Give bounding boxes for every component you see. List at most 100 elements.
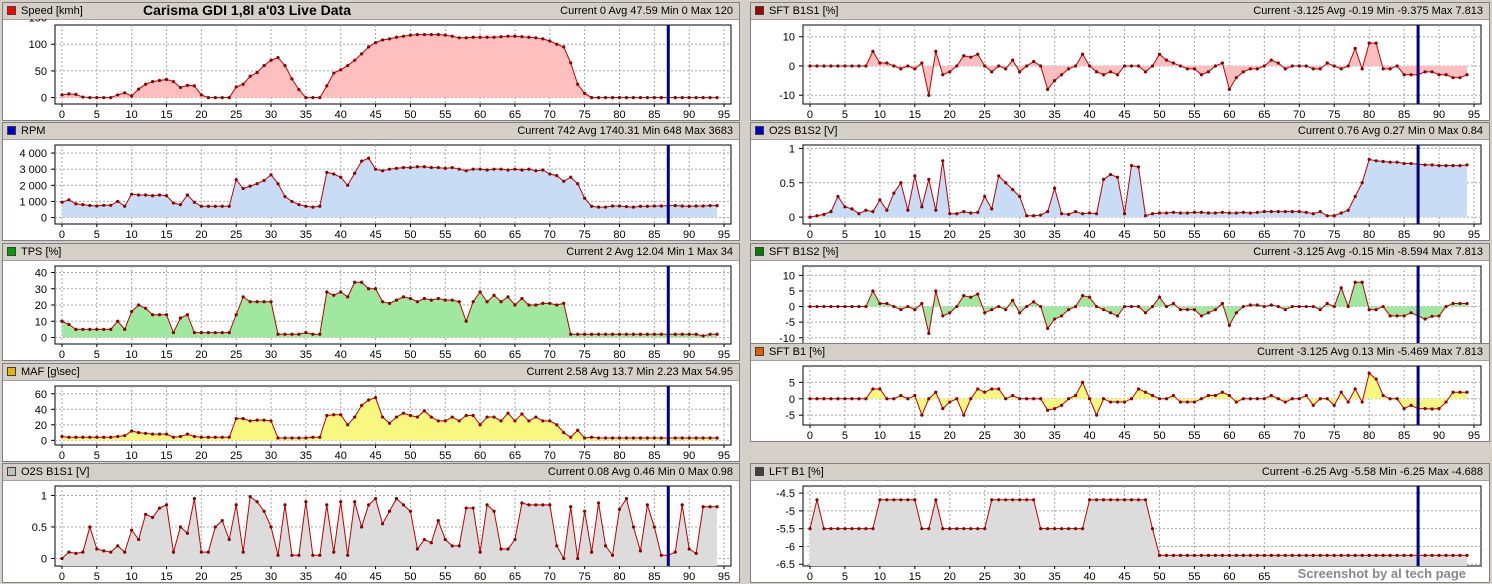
x-tick-label: 30 [1014,430,1026,441]
data-point [583,332,587,336]
data-point [1430,70,1434,74]
data-point [1290,304,1294,309]
data-point [1367,41,1371,45]
data-point [304,204,308,208]
data-point [67,435,71,439]
data-point [1073,64,1078,68]
series-color-swatch[interactable] [7,367,16,376]
x-tick-label: 35 [1049,430,1061,441]
chart-plot[interactable]: 0 50 100 150 0 5 10 15 20 25 30 35 40 45 50 55 60 65 70 75 8… [3,19,739,120]
chart-plot[interactable]: -10-505100510152025303540455055606570758… [751,260,1489,360]
series-area [61,496,718,566]
data-point [1136,64,1141,68]
data-point [583,436,587,440]
series-color-swatch[interactable] [7,467,16,476]
series-color-swatch[interactable] [755,247,764,256]
data-point [1108,172,1113,177]
data-point [387,167,392,171]
series-color-swatch[interactable] [755,347,764,356]
data-point [353,171,357,175]
data-point [569,435,573,439]
chart-plot[interactable]: 0 1 000 2 000 3 000 4 000 0 5 10 15 20 25 30 35 40 45 5… [3,139,739,240]
data-point [969,211,973,215]
data-point [164,313,169,317]
data-point [687,204,691,208]
x-tick-label: 85 [1398,109,1410,120]
x-tick-label: 5 [842,229,848,240]
data-point [262,418,266,422]
data-point [485,168,489,172]
data-point [1136,387,1141,391]
chart-plot[interactable]: -10 0 10 0 5 10 15 20 25 30 35 40 45 50 55 60 65 70 75 80 85… [751,19,1489,120]
data-point [1032,498,1036,502]
chart-plot[interactable]: 00.510 5 10 15 20 25 30 35 40 45 50 55 60 65 70 75 80 85 9… [3,480,739,582]
data-point [843,527,847,531]
data-point [1192,67,1197,71]
series-color-swatch[interactable] [7,6,16,15]
data-point [422,33,426,37]
y-tick-label: 20 [35,420,47,432]
data-point [1276,210,1280,214]
x-tick-label: 90 [683,349,695,360]
data-point [373,167,378,171]
data-point [548,301,552,305]
chart-plot[interactable]: 0 20 40 60 0 5 10 15 20 25 30 35 40 45 50 55 60 65 70 75 80 8… [3,380,739,461]
data-point [885,301,889,306]
data-point [283,63,287,68]
data-point [955,527,959,531]
series-color-swatch[interactable] [755,467,764,476]
chart-plot[interactable]: -6.5 -6 -5.5 -5 -4.5 0 5 10 15 20 25 30 35 40 45 50 55 60… [751,480,1489,582]
data-point [67,322,71,327]
data-point [1255,553,1259,557]
data-point [913,174,917,178]
data-point [429,541,433,545]
data-point [850,304,854,309]
data-point [1451,301,1455,306]
x-tick-label: 55 [1188,571,1200,582]
data-point [150,432,155,436]
data-point [130,528,134,532]
data-point [367,503,371,507]
data-point [701,334,705,338]
y-tick-label: 50 [35,66,47,78]
chart-plot[interactable]: 00.510 5 10 15 20 25 30 35 40 45 50 55 60 65 70 75 80 85 9… [751,139,1489,240]
chart-plot[interactable]: 0 10 20 30 40 0 5 10 15 20 25 30 35 40 45 50 55 60 65 70 75 8… [3,260,739,360]
data-point [192,331,196,335]
data-point [871,49,875,53]
x-tick-label: 45 [1118,571,1130,582]
series-color-swatch[interactable] [7,247,16,256]
x-tick-label: 95 [718,229,730,240]
data-point [520,501,524,505]
data-point [262,178,266,183]
data-point [1143,214,1148,218]
data-point [1115,175,1120,179]
data-point [1087,64,1092,68]
series-color-swatch[interactable] [755,6,764,15]
data-point [1325,301,1329,306]
data-point [353,415,357,419]
data-point [673,436,677,440]
data-point [808,397,812,401]
data-point [1025,304,1029,309]
data-point [192,200,196,204]
data-point [1227,553,1231,557]
x-tick-label: 0 [59,450,65,461]
data-point [1353,280,1357,284]
data-point [892,304,896,309]
data-point [206,95,210,100]
data-point [892,397,896,401]
data-point [1409,553,1413,557]
series-color-swatch[interactable] [755,126,764,135]
series-color-swatch[interactable] [7,126,16,135]
data-point [283,332,287,336]
data-point [1164,553,1169,557]
data-point [283,503,287,507]
data-point [60,556,64,561]
data-point [934,49,938,53]
data-point [220,95,224,100]
data-point [1206,211,1211,215]
data-point [373,41,378,45]
data-point [576,182,580,186]
data-point [1011,58,1015,62]
